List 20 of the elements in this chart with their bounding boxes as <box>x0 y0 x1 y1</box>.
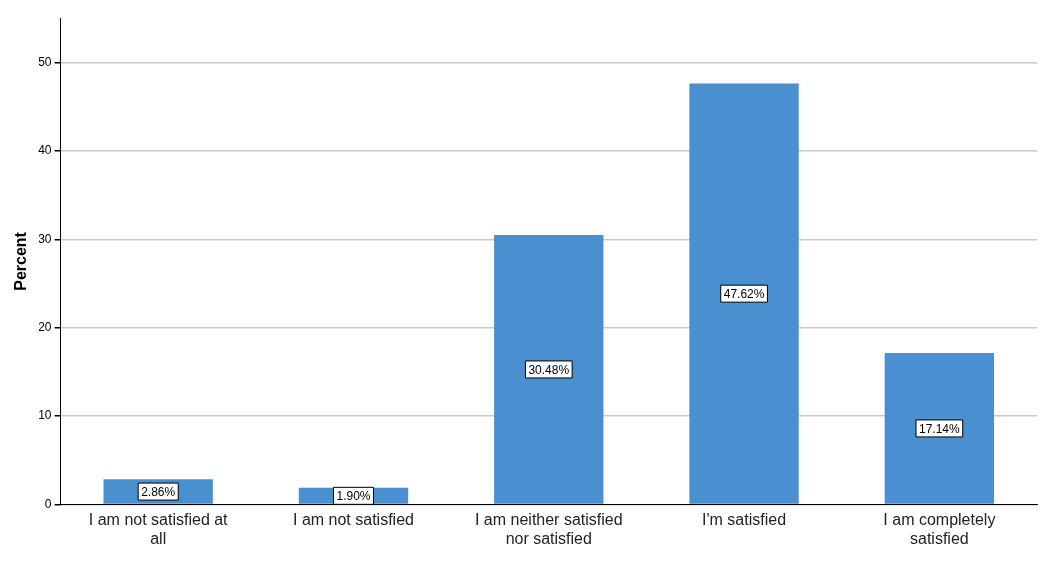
y-tick-label: 20 <box>38 320 52 335</box>
y-tick-label: 0 <box>44 496 52 511</box>
y-tick-label: 10 <box>38 408 52 423</box>
data-label: 17.14% <box>919 421 961 436</box>
x-tick-label: I'm satisfied <box>702 510 787 528</box>
x-tick-label: I am completely satisfied <box>883 510 996 547</box>
x-tick-label: I am not satisfied <box>293 510 414 528</box>
y-tick-label: 30 <box>38 231 52 246</box>
data-label: 2.86% <box>141 484 176 499</box>
bar <box>689 83 799 504</box>
y-tick-label: 40 <box>38 143 52 158</box>
data-label: 47.62% <box>723 286 765 301</box>
data-label: 1.90% <box>336 489 371 504</box>
x-tick-label: I am not satisfied at all <box>88 510 229 547</box>
data-label: 30.48% <box>528 362 570 377</box>
y-axis-title: Percent <box>12 231 30 291</box>
bar <box>884 353 995 504</box>
bar <box>494 235 604 504</box>
y-tick-label: 50 <box>38 54 52 69</box>
x-tick-label: I am neither satisfied nor satisfied <box>474 510 623 547</box>
